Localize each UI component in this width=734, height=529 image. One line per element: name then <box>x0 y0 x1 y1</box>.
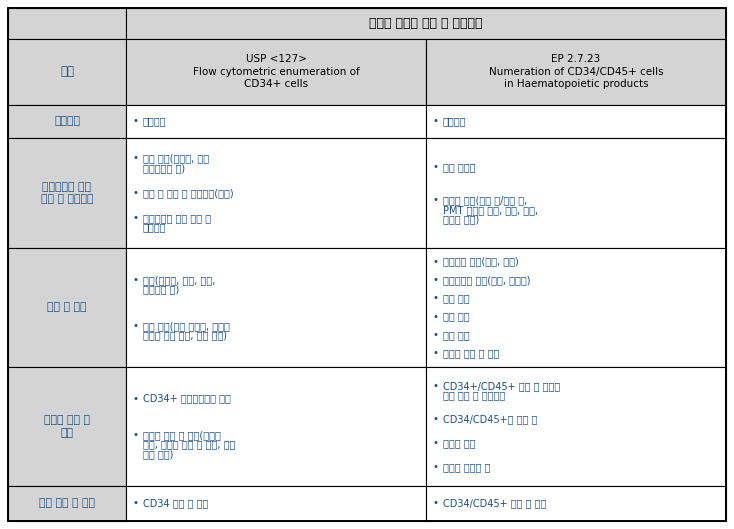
Bar <box>426 39 726 105</box>
Text: •: • <box>133 321 139 331</box>
Text: 매개변수 선정(항체, 시약): 매개변수 선정(항체, 시약) <box>443 257 519 267</box>
Text: •: • <box>433 162 439 172</box>
Bar <box>8 8 126 39</box>
Bar <box>126 248 426 367</box>
Text: •: • <box>133 394 139 404</box>
Text: •: • <box>133 116 139 126</box>
Bar <box>126 486 426 521</box>
Bar <box>126 138 426 248</box>
Text: •: • <box>133 188 139 198</box>
Text: •: • <box>433 414 439 424</box>
Text: 분석, 게이팅 설명 및 방법, 문제: 분석, 게이팅 설명 및 방법, 문제 <box>143 440 236 450</box>
Text: 유세포분석 기기
설정 및 고려사항: 유세포분석 기기 설정 및 고려사항 <box>41 182 93 204</box>
Bar <box>426 248 726 367</box>
Text: 단클론항체 선정(항체, 대조군): 단클론항체 선정(항체, 대조군) <box>443 275 531 285</box>
Text: CD34/CD45+의 절대 수: CD34/CD45+의 절대 수 <box>443 414 537 424</box>
Text: 유세포분석 기기 설정 및: 유세포분석 기기 설정 및 <box>143 213 211 223</box>
Text: CD34 절대 수 게산: CD34 절대 수 게산 <box>143 498 208 508</box>
Bar <box>8 248 126 367</box>
Text: 분석원리: 분석원리 <box>54 116 80 126</box>
Text: •: • <box>433 312 439 322</box>
Text: •: • <box>433 381 439 391</box>
Bar <box>8 367 126 486</box>
Text: 적합성 요구 사항, 허용 기준): 적합성 요구 사항, 허용 기준) <box>143 330 227 340</box>
Bar <box>426 367 726 486</box>
Text: •: • <box>133 430 139 440</box>
Bar <box>8 486 126 521</box>
Text: •: • <box>433 293 439 303</box>
Text: 세포 수 측정 시 고려사항(비드): 세포 수 측정 시 고려사항(비드) <box>143 188 233 198</box>
Text: •: • <box>133 498 139 508</box>
Text: 자동 표준화: 자동 표준화 <box>443 162 476 172</box>
Text: 시료 준비(시료 전처리, 시스템: 시료 준비(시료 전처리, 시스템 <box>143 321 230 331</box>
Text: 검체의 보전 및 보관: 검체의 보전 및 보관 <box>443 348 499 358</box>
Text: •: • <box>433 438 439 448</box>
Bar <box>8 39 126 105</box>
Text: 시스템 설정(판별 값/임계 값,: 시스템 설정(판별 값/임계 값, <box>443 195 527 205</box>
Text: •: • <box>133 275 139 285</box>
Text: •: • <box>433 275 439 285</box>
Text: CD34+ 조혈모세포의 구분: CD34+ 조혈모세포의 구분 <box>143 394 231 404</box>
Text: •: • <box>433 116 439 126</box>
Text: EP 2.7.23
Numeration of CD34/CD45+ cells
in Haematopoietic products: EP 2.7.23 Numeration of CD34/CD45+ cells… <box>489 54 664 89</box>
Bar <box>426 486 726 521</box>
Bar <box>426 138 726 248</box>
Text: •: • <box>433 462 439 472</box>
Text: USP <127>
Flow cytometric enumeration of
CD34+ cells: USP <127> Flow cytometric enumeration of… <box>192 54 360 89</box>
Text: 의한 이식 편 품질평가: 의한 이식 편 품질평가 <box>443 390 505 400</box>
Text: 시료 및 시약: 시료 및 시약 <box>47 303 87 313</box>
Text: 유세포 분석법 수행 시 고려사항: 유세포 분석법 수행 시 고려사항 <box>369 17 483 30</box>
Text: •: • <box>433 257 439 267</box>
Bar <box>126 367 426 486</box>
Text: •: • <box>433 330 439 340</box>
Text: 고려사항: 고려사항 <box>143 223 167 233</box>
Bar <box>126 39 426 105</box>
Text: 표준물질 등): 표준물질 등) <box>143 284 179 294</box>
Text: 분석원리: 분석원리 <box>443 116 467 126</box>
Text: 게이팅 영역): 게이팅 영역) <box>443 214 479 224</box>
Text: 항목: 항목 <box>60 66 74 78</box>
Text: •: • <box>133 213 139 223</box>
Text: 시약(완충액, 항체, 비드,: 시약(완충액, 항체, 비드, <box>143 275 215 285</box>
Text: CD34+/CD45+ 세포 수 측정에: CD34+/CD45+ 세포 수 측정에 <box>443 381 560 391</box>
Text: •: • <box>433 195 439 205</box>
Text: 해결 지침): 해결 지침) <box>143 449 173 459</box>
Text: •: • <box>433 348 439 358</box>
Text: 데이터 수집 및 분석(이벤트: 데이터 수집 및 분석(이벤트 <box>143 430 221 440</box>
Bar <box>426 105 726 138</box>
Text: 장비 사양(검출기, 분석: 장비 사양(검출기, 분석 <box>143 153 209 163</box>
Text: 검체 운반: 검체 운반 <box>443 330 470 340</box>
Text: CD34/CD45+ 절대 수 게산: CD34/CD45+ 절대 수 게산 <box>443 498 546 508</box>
Text: •: • <box>133 153 139 163</box>
Bar <box>8 138 126 248</box>
Text: 세포 절대 수 계산: 세포 절대 수 계산 <box>39 498 95 508</box>
Text: 소프트웨어 등): 소프트웨어 등) <box>143 163 185 173</box>
Text: 시료 준비: 시료 준비 <box>443 293 470 303</box>
Text: •: • <box>433 498 439 508</box>
Text: 검체 수집: 검체 수집 <box>443 312 470 322</box>
Text: PMT 고전압 설정, 보정, 유속,: PMT 고전압 설정, 보정, 유속, <box>443 205 538 215</box>
Text: 데이터 수집 및
분석: 데이터 수집 및 분석 <box>44 415 90 437</box>
Text: 분석된 이벤트 수: 분석된 이벤트 수 <box>443 462 490 472</box>
Bar <box>8 105 126 138</box>
Text: 게이팅 방법: 게이팅 방법 <box>443 438 476 448</box>
Text: 분석원리: 분석원리 <box>143 116 167 126</box>
Bar <box>126 105 426 138</box>
Bar <box>126 8 726 39</box>
